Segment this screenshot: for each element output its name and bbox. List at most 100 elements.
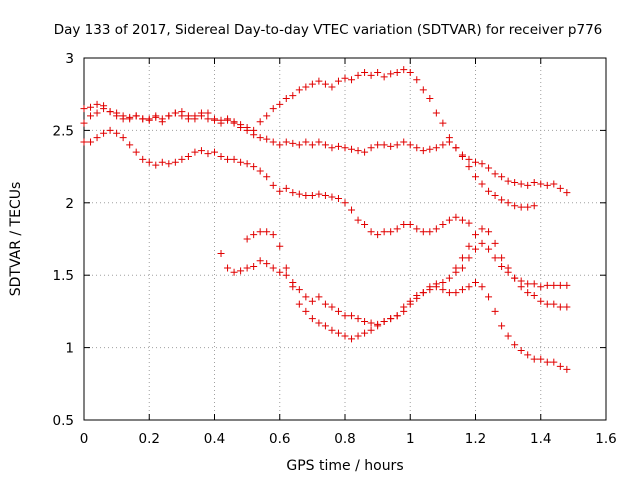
data-point xyxy=(413,291,421,299)
data-point xyxy=(380,228,388,236)
data-point xyxy=(217,119,225,127)
data-point xyxy=(145,158,153,166)
data-point xyxy=(524,203,532,211)
data-point xyxy=(374,231,382,239)
data-point xyxy=(458,216,466,224)
data-point xyxy=(184,152,192,160)
series-track-a xyxy=(80,66,571,197)
data-point xyxy=(491,239,499,247)
data-point xyxy=(485,187,493,195)
data-point xyxy=(354,216,362,224)
data-point xyxy=(276,242,284,250)
data-point xyxy=(406,297,414,305)
data-point xyxy=(308,80,316,88)
data-point xyxy=(321,300,329,308)
data-point xyxy=(321,80,329,88)
data-point xyxy=(550,281,558,289)
data-point xyxy=(321,141,329,149)
data-point xyxy=(361,148,369,156)
data-point xyxy=(472,173,479,181)
data-point xyxy=(465,219,473,227)
data-point xyxy=(387,315,395,323)
data-point xyxy=(230,155,238,163)
data-point xyxy=(282,138,290,146)
data-point xyxy=(556,281,564,289)
y-tick-label: 1.5 xyxy=(53,268,74,284)
data-point xyxy=(524,280,532,288)
data-point xyxy=(113,129,121,137)
data-point xyxy=(452,213,460,221)
data-point xyxy=(485,228,493,236)
x-tick-label: 1.4 xyxy=(530,431,551,447)
data-point xyxy=(530,202,538,210)
data-point xyxy=(100,129,108,137)
data-point xyxy=(374,68,382,76)
data-point xyxy=(543,300,551,308)
data-point xyxy=(524,289,532,297)
data-point xyxy=(550,180,558,188)
data-point xyxy=(465,242,473,250)
data-point xyxy=(426,95,434,103)
data-point xyxy=(387,142,395,150)
data-point xyxy=(302,293,310,301)
data-point xyxy=(328,326,336,334)
data-point xyxy=(491,307,499,315)
data-point xyxy=(308,141,316,149)
data-point xyxy=(87,112,95,120)
data-point xyxy=(504,177,512,185)
data-point xyxy=(530,280,538,288)
data-point xyxy=(530,355,538,363)
data-point xyxy=(445,138,453,146)
data-point xyxy=(158,115,166,123)
data-point xyxy=(230,119,238,127)
data-point xyxy=(106,108,114,116)
data-point xyxy=(93,134,101,142)
data-point xyxy=(413,76,421,84)
data-point xyxy=(472,245,479,253)
y-axis-label: SDTVAR / TECUs xyxy=(8,182,24,297)
data-point xyxy=(341,332,349,340)
data-point xyxy=(276,268,284,276)
data-point xyxy=(439,286,447,294)
data-point xyxy=(269,181,277,189)
data-point xyxy=(517,346,525,354)
data-point xyxy=(191,112,199,120)
data-point xyxy=(406,68,414,76)
data-point xyxy=(295,286,303,294)
data-point xyxy=(406,141,414,149)
grid-lines xyxy=(84,58,606,420)
data-point xyxy=(263,260,271,268)
data-point xyxy=(348,335,356,343)
data-point xyxy=(295,190,303,198)
data-point xyxy=(302,307,310,315)
data-point xyxy=(491,254,499,262)
data-point xyxy=(334,142,342,150)
data-point xyxy=(472,231,479,239)
data-point xyxy=(80,105,88,113)
data-point xyxy=(563,281,571,289)
data-point xyxy=(439,221,447,229)
data-point xyxy=(243,160,251,168)
y-tick-label: 3 xyxy=(65,51,74,67)
plot-frame xyxy=(83,57,607,421)
data-point xyxy=(530,291,538,299)
data-point xyxy=(348,145,356,153)
data-point xyxy=(341,74,349,82)
data-point xyxy=(256,118,264,126)
data-point xyxy=(250,163,258,171)
series-track-b xyxy=(80,105,538,211)
data-point xyxy=(230,268,238,276)
data-point xyxy=(100,105,108,113)
data-point xyxy=(472,278,479,286)
data-point xyxy=(204,115,212,123)
data-point xyxy=(498,173,506,181)
data-point xyxy=(537,283,545,291)
data-point xyxy=(485,293,493,301)
data-point xyxy=(543,358,551,366)
data-point xyxy=(419,86,427,94)
data-point xyxy=(152,161,160,169)
data-point xyxy=(197,109,205,117)
data-point xyxy=(282,271,290,279)
y-tick-label: 2.5 xyxy=(53,123,74,139)
data-point xyxy=(511,179,519,187)
